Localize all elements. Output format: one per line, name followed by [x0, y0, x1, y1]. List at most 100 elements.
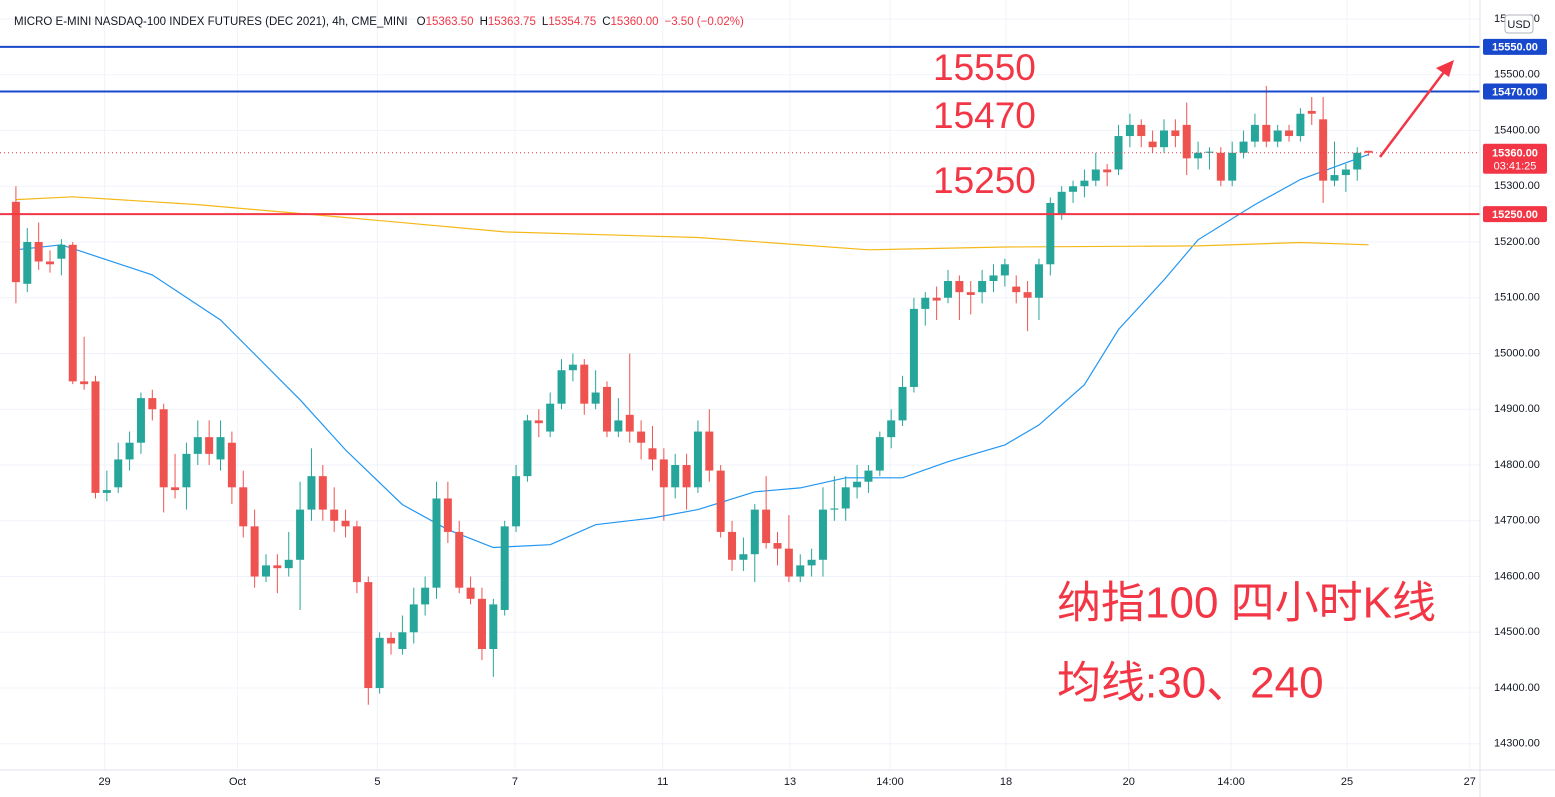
candle-body — [250, 526, 259, 577]
x-tick-label: 20 — [1123, 776, 1135, 788]
level-label-box — [1483, 83, 1547, 100]
candle-body — [227, 442, 236, 488]
ohlc-value: 15363.75 — [488, 16, 536, 28]
candle-body — [1103, 169, 1112, 173]
y-tick-label: 14800.00 — [1494, 459, 1540, 471]
candle-body — [284, 559, 293, 569]
candle-body — [421, 587, 430, 605]
candle-body — [205, 437, 214, 454]
candle-body — [898, 386, 907, 421]
candle-body — [603, 386, 612, 432]
candle-body — [966, 292, 975, 295]
candle-body — [239, 487, 248, 527]
candle-body — [568, 364, 577, 371]
candle-body — [307, 476, 316, 510]
candle-body — [921, 297, 930, 309]
y-tick-label: 15500.00 — [1494, 69, 1540, 81]
candle-body — [693, 431, 702, 488]
candle-body — [1353, 152, 1362, 170]
candle-body — [546, 403, 555, 432]
annotation: 15250 — [933, 160, 1036, 201]
candle-body — [648, 448, 657, 460]
y-tick-label: 14600.00 — [1494, 570, 1540, 582]
currency: USD — [1507, 19, 1530, 31]
candle-body — [1273, 130, 1282, 142]
candle-body — [1307, 110, 1316, 114]
candle-body — [34, 241, 43, 262]
candle-body — [148, 398, 157, 410]
y-tick-label: 15400.00 — [1494, 124, 1540, 136]
candle-body — [1159, 130, 1168, 148]
x-tick-label: 18 — [1000, 776, 1012, 788]
annotation: 15550 — [933, 47, 1036, 88]
candle-body — [1171, 130, 1180, 137]
x-tick-label: 11 — [657, 776, 668, 788]
ohlc-value: 15363.50 — [426, 16, 474, 28]
candle-body — [57, 244, 66, 259]
candle-body — [909, 308, 918, 387]
candle-body — [318, 476, 327, 510]
candle-body — [1216, 152, 1225, 181]
candle-body — [364, 582, 373, 689]
candle-body — [91, 381, 100, 493]
candle-body — [1034, 264, 1043, 298]
caption: 均线:30、240 — [1057, 659, 1324, 708]
candle-body — [352, 526, 361, 583]
candle-body — [80, 381, 89, 385]
level-label: 15550.00 — [1492, 42, 1538, 54]
last-price-label: 15360.00 — [1492, 148, 1538, 160]
candle-body — [1250, 124, 1259, 142]
caption: 纳指100 四小时K线 — [1057, 579, 1436, 628]
candle-body — [739, 554, 748, 560]
x-tick-label: 5 — [374, 776, 380, 788]
candle-body — [830, 508, 839, 510]
candle-body — [932, 297, 941, 301]
candle-body — [125, 442, 134, 460]
arrow — [1379, 67, 1448, 158]
x-tick-label: 29 — [98, 776, 110, 788]
candle-body — [398, 632, 407, 650]
candle-body — [1114, 136, 1123, 170]
candle-body — [182, 453, 191, 488]
candle-body — [1330, 175, 1339, 181]
x-tick-label: 13 — [784, 776, 796, 788]
candle-body — [796, 565, 805, 577]
last-price-box — [1483, 143, 1547, 174]
candle-body — [1341, 169, 1350, 176]
candle-body — [466, 587, 475, 599]
candle-body — [887, 420, 896, 438]
candle-body — [500, 526, 509, 610]
candle-body — [728, 531, 737, 560]
candle-body — [864, 470, 873, 482]
candle-body — [1125, 124, 1134, 137]
candle-body — [1285, 130, 1294, 137]
candle-body — [296, 509, 305, 560]
y-tick-label: 14400.00 — [1494, 682, 1540, 694]
candle-body — [807, 559, 816, 566]
change: −3.50 (−0.02%) — [665, 16, 744, 28]
candle-body — [762, 509, 771, 544]
chart-title: MICRO E-MINI NASDAQ-100 INDEX FUTURES (D… — [14, 16, 408, 28]
candle-body — [591, 392, 600, 404]
y-tick-label: 15300.00 — [1494, 180, 1540, 192]
candle-body — [1296, 113, 1305, 137]
y-tick-label: 14300.00 — [1494, 738, 1540, 750]
candle-body — [1148, 141, 1157, 148]
candle-body — [1012, 286, 1021, 293]
candle-body — [1057, 191, 1066, 215]
candle-body — [580, 364, 589, 404]
candle-body — [1069, 186, 1078, 192]
candle-body — [1319, 119, 1328, 181]
candle-body — [841, 487, 850, 509]
candle-body — [750, 509, 759, 555]
candle-body — [1046, 202, 1055, 265]
level-label-box — [1483, 38, 1547, 55]
y-tick-label: 15200.00 — [1494, 236, 1540, 248]
candle-body — [330, 509, 339, 521]
x-tick-label: 14:00 — [876, 776, 904, 788]
x-tick-label: 25 — [1341, 776, 1353, 788]
y-tick-label: 14500.00 — [1494, 626, 1540, 638]
level-label-box — [1483, 206, 1547, 223]
candle-body — [773, 543, 782, 549]
